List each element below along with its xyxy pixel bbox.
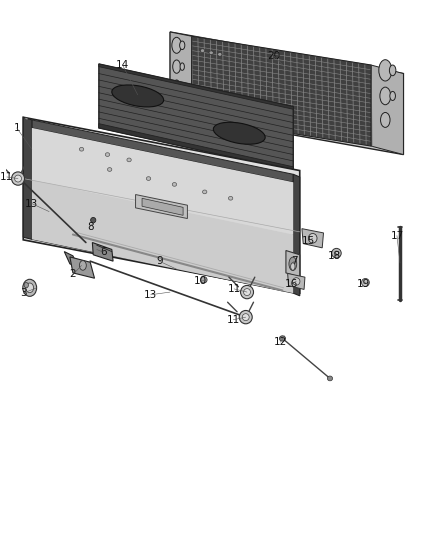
Text: 1: 1 bbox=[14, 123, 20, 133]
Polygon shape bbox=[64, 252, 78, 268]
Ellipse shape bbox=[279, 336, 286, 341]
Polygon shape bbox=[142, 198, 183, 215]
Text: 20: 20 bbox=[267, 51, 280, 61]
Text: 8: 8 bbox=[87, 222, 93, 231]
Text: 10: 10 bbox=[194, 277, 207, 286]
Ellipse shape bbox=[361, 278, 369, 287]
Polygon shape bbox=[99, 64, 293, 109]
Text: 11: 11 bbox=[226, 315, 240, 325]
Polygon shape bbox=[170, 32, 192, 117]
Text: 12: 12 bbox=[274, 337, 287, 347]
Text: 18: 18 bbox=[328, 251, 341, 261]
Ellipse shape bbox=[200, 108, 205, 112]
Ellipse shape bbox=[239, 310, 252, 324]
Ellipse shape bbox=[26, 283, 34, 293]
Ellipse shape bbox=[289, 257, 297, 271]
Ellipse shape bbox=[213, 122, 265, 144]
Ellipse shape bbox=[200, 49, 205, 53]
Ellipse shape bbox=[390, 92, 396, 100]
Ellipse shape bbox=[293, 278, 300, 285]
Ellipse shape bbox=[146, 177, 151, 180]
Polygon shape bbox=[32, 128, 293, 235]
Ellipse shape bbox=[218, 53, 222, 56]
Ellipse shape bbox=[327, 376, 332, 381]
Ellipse shape bbox=[202, 190, 207, 193]
Ellipse shape bbox=[180, 41, 185, 50]
Text: 2: 2 bbox=[70, 270, 76, 279]
Ellipse shape bbox=[105, 152, 110, 157]
Ellipse shape bbox=[91, 217, 96, 223]
Ellipse shape bbox=[334, 251, 339, 255]
Polygon shape bbox=[32, 180, 293, 293]
Text: 9: 9 bbox=[156, 256, 162, 266]
Text: 11: 11 bbox=[0, 172, 14, 182]
Polygon shape bbox=[23, 117, 32, 239]
Text: 17: 17 bbox=[390, 231, 403, 240]
Ellipse shape bbox=[79, 147, 84, 151]
Text: 13: 13 bbox=[25, 199, 39, 208]
Polygon shape bbox=[293, 174, 300, 296]
Ellipse shape bbox=[127, 158, 131, 162]
Ellipse shape bbox=[209, 51, 213, 55]
Ellipse shape bbox=[23, 279, 37, 296]
Ellipse shape bbox=[24, 282, 28, 288]
Ellipse shape bbox=[229, 197, 233, 200]
Polygon shape bbox=[92, 243, 113, 261]
Polygon shape bbox=[136, 195, 187, 219]
Text: 3: 3 bbox=[20, 288, 27, 298]
Ellipse shape bbox=[11, 172, 25, 185]
Ellipse shape bbox=[173, 60, 180, 74]
Ellipse shape bbox=[173, 80, 180, 91]
Polygon shape bbox=[99, 64, 293, 171]
Polygon shape bbox=[192, 36, 371, 146]
Ellipse shape bbox=[209, 110, 213, 114]
Text: 11: 11 bbox=[227, 284, 241, 294]
Text: 19: 19 bbox=[357, 279, 370, 288]
Ellipse shape bbox=[172, 182, 177, 187]
Text: 15: 15 bbox=[302, 236, 315, 246]
Ellipse shape bbox=[201, 277, 207, 283]
Polygon shape bbox=[286, 251, 300, 277]
Polygon shape bbox=[288, 273, 305, 289]
Ellipse shape bbox=[107, 167, 112, 171]
Polygon shape bbox=[23, 117, 300, 293]
Ellipse shape bbox=[172, 37, 181, 53]
Polygon shape bbox=[99, 124, 293, 171]
Ellipse shape bbox=[381, 112, 390, 127]
Ellipse shape bbox=[308, 233, 317, 243]
Ellipse shape bbox=[291, 263, 295, 270]
Ellipse shape bbox=[240, 286, 254, 298]
Polygon shape bbox=[371, 65, 403, 155]
Ellipse shape bbox=[332, 248, 341, 258]
Text: 16: 16 bbox=[284, 279, 298, 288]
Text: 14: 14 bbox=[116, 60, 129, 70]
Polygon shape bbox=[70, 257, 95, 278]
Polygon shape bbox=[170, 32, 403, 155]
Ellipse shape bbox=[180, 63, 184, 70]
Ellipse shape bbox=[389, 65, 396, 76]
Ellipse shape bbox=[380, 87, 391, 104]
Ellipse shape bbox=[244, 289, 251, 295]
Ellipse shape bbox=[242, 313, 249, 320]
Polygon shape bbox=[32, 233, 293, 293]
Polygon shape bbox=[32, 120, 293, 182]
Ellipse shape bbox=[79, 261, 86, 270]
Ellipse shape bbox=[174, 98, 179, 107]
Text: 7: 7 bbox=[291, 256, 298, 266]
Ellipse shape bbox=[379, 60, 392, 81]
Ellipse shape bbox=[112, 85, 164, 107]
Text: 6: 6 bbox=[100, 247, 106, 257]
Text: 13: 13 bbox=[144, 290, 157, 300]
Polygon shape bbox=[302, 229, 324, 248]
Ellipse shape bbox=[218, 112, 222, 116]
Ellipse shape bbox=[14, 175, 21, 182]
